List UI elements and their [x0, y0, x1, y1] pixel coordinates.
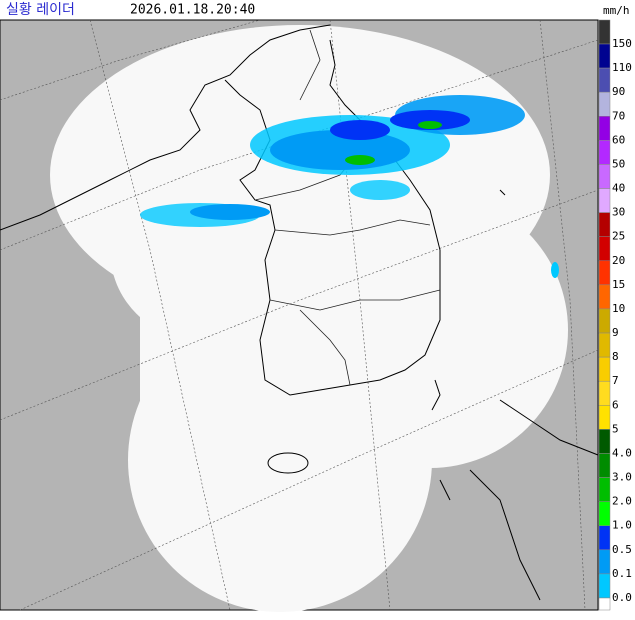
legend-label: 150	[612, 37, 632, 50]
legend-swatch	[598, 380, 611, 406]
legend-swatch	[598, 212, 611, 237]
legend-label: 30	[612, 206, 625, 219]
legend-label: 70	[612, 109, 625, 122]
title: 실황 레이더	[6, 2, 75, 18]
legend-label: 25	[612, 230, 625, 243]
legend-swatch	[598, 477, 611, 502]
legend-label: 20	[612, 254, 625, 267]
legend-swatch	[598, 43, 611, 69]
legend-swatch	[598, 236, 611, 262]
legend-swatch	[598, 573, 611, 599]
legend-label: 1.0	[612, 519, 632, 532]
legend-swatch	[598, 525, 611, 551]
legend-label: 9	[612, 326, 619, 339]
graticule	[0, 19, 599, 611]
legend-label: 10	[612, 302, 625, 315]
legend-swatch	[598, 164, 611, 189]
legend-label: 2.0	[612, 495, 632, 508]
legend-swatch	[598, 501, 611, 526]
legend-swatch	[598, 549, 611, 575]
legend-label: 50	[612, 157, 625, 170]
legend-swatch	[598, 260, 611, 286]
legend-swatch	[598, 140, 611, 165]
unit: mm/h	[603, 4, 630, 17]
legend-swatch	[598, 356, 611, 382]
rain-echoes	[140, 95, 559, 278]
legend-swatch	[598, 116, 611, 141]
legend-swatch	[598, 308, 611, 334]
legend-swatch	[598, 188, 611, 213]
legend-label: 110	[612, 61, 632, 74]
legend-label: 4.0	[612, 446, 632, 459]
legend-swatch	[598, 91, 611, 117]
timestamp: 2026.01.18.20:40	[130, 3, 255, 18]
legend-label: 0.1	[612, 567, 632, 580]
legend-label: 7	[612, 374, 619, 387]
legend-label: 6	[612, 398, 619, 411]
legend-swatch	[598, 19, 611, 45]
legend-swatch	[598, 597, 611, 611]
map	[0, 19, 599, 612]
legend-swatch	[598, 332, 611, 358]
legend-label: 5	[612, 422, 619, 435]
legend-label: 3.0	[612, 471, 632, 484]
legend-label: 90	[612, 85, 625, 98]
legend-label: 0.0	[612, 591, 632, 604]
legend-label: 60	[612, 133, 625, 146]
legend-swatch	[598, 453, 611, 478]
legend-swatch	[598, 405, 611, 430]
legend-swatch	[598, 284, 611, 310]
legend: 150 110 90 70 60 50 40 30 25 20 15 10 9 8 7 6 5 4.0 3.0 2.0…	[598, 19, 632, 611]
legend-label: 15	[612, 278, 625, 291]
legend-label: 40	[612, 182, 625, 195]
legend-label: 8	[612, 350, 619, 363]
legend-swatch	[598, 67, 611, 93]
legend-swatch	[598, 429, 611, 454]
legend-label: 0.5	[612, 543, 632, 556]
